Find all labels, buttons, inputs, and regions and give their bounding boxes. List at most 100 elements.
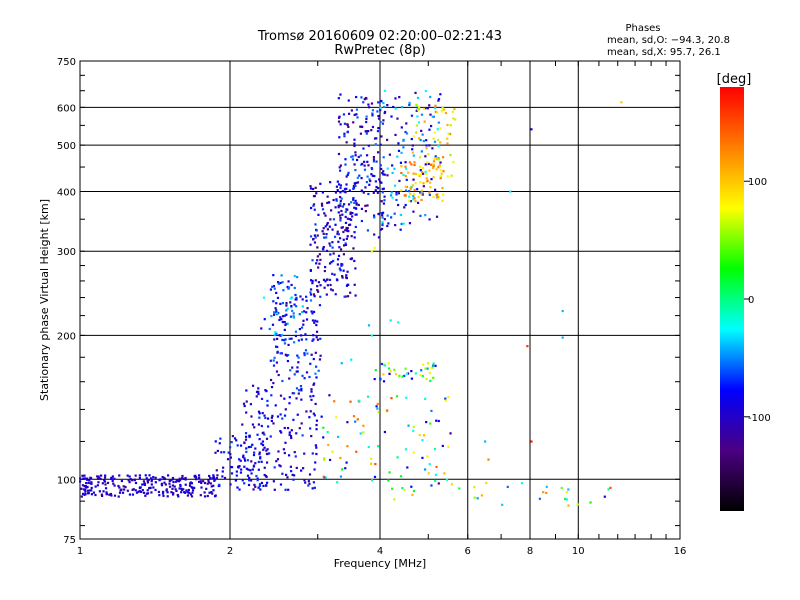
data-point: [180, 487, 183, 490]
data-point: [181, 474, 184, 478]
data-point: [343, 122, 347, 125]
data-point: [279, 465, 282, 468]
data-point: [436, 128, 439, 131]
data-point: [338, 237, 342, 240]
data-point: [154, 488, 157, 492]
data-point: [252, 488, 255, 491]
data-point: [338, 115, 341, 118]
data-point: [432, 176, 435, 179]
data-point: [121, 491, 125, 494]
data-point: [382, 373, 385, 376]
data-point: [445, 478, 449, 481]
data-point: [300, 338, 303, 341]
data-point: [397, 142, 400, 145]
data-point: [366, 175, 369, 178]
data-point: [426, 161, 429, 164]
data-point: [353, 163, 356, 166]
data-point: [339, 216, 342, 220]
data-point: [320, 415, 323, 418]
data-point: [275, 302, 278, 305]
data-point: [279, 430, 282, 433]
data-point: [311, 487, 314, 490]
data-point: [437, 121, 440, 124]
data-point: [403, 488, 406, 492]
data-point: [337, 254, 341, 257]
data-point: [282, 448, 285, 451]
data-point: [409, 192, 412, 196]
data-point: [447, 396, 450, 399]
data-point: [345, 208, 348, 211]
data-point: [258, 453, 261, 456]
data-point: [565, 498, 568, 501]
data-point: [278, 334, 281, 337]
data-point: [303, 479, 306, 482]
colorbar-tick-label: 100: [748, 177, 767, 188]
data-point: [428, 104, 431, 107]
data-point: [260, 424, 263, 428]
data-point: [179, 484, 182, 488]
data-point: [270, 385, 274, 389]
data-point: [410, 163, 413, 166]
data-point: [349, 400, 352, 403]
data-point: [272, 300, 275, 303]
data-point: [434, 155, 437, 158]
data-point: [293, 373, 296, 376]
data-point: [316, 255, 319, 258]
x-tick-label: 2: [227, 546, 233, 557]
data-point: [337, 183, 341, 186]
data-point: [313, 241, 317, 244]
data-point: [207, 479, 210, 482]
data-point: [337, 204, 340, 207]
data-point: [350, 109, 353, 112]
data-point: [276, 345, 279, 349]
data-point: [366, 160, 369, 163]
data-point: [157, 490, 161, 494]
data-point: [435, 419, 438, 422]
data-point: [331, 272, 334, 275]
data-point: [364, 204, 367, 207]
data-point: [422, 182, 425, 185]
data-point: [341, 276, 344, 279]
data-point: [281, 281, 284, 284]
data-point: [317, 281, 321, 284]
data-point: [404, 185, 407, 188]
data-point: [118, 486, 121, 489]
data-point: [272, 359, 275, 362]
data-point: [297, 392, 300, 395]
data-point: [103, 476, 107, 479]
data-point: [343, 132, 346, 135]
data-point: [310, 434, 313, 438]
data-point: [439, 127, 442, 130]
data-point: [302, 310, 306, 313]
data-point: [231, 435, 234, 438]
data-point: [213, 479, 216, 482]
data-point: [275, 332, 278, 335]
data-point: [296, 275, 299, 279]
data-point: [131, 479, 134, 482]
data-point: [353, 138, 356, 141]
data-point: [87, 481, 90, 485]
data-point: [351, 155, 354, 158]
data-point: [110, 494, 113, 497]
data-point: [425, 144, 428, 147]
data-point: [354, 199, 357, 202]
data-point: [263, 414, 266, 417]
data-point: [437, 158, 440, 161]
data-point: [219, 437, 222, 440]
data-point: [138, 474, 141, 477]
data-point: [312, 238, 315, 241]
data-point: [379, 164, 382, 167]
data-point: [372, 156, 376, 159]
data-point: [357, 155, 360, 159]
data-point: [168, 482, 171, 485]
data-point: [286, 307, 289, 310]
data-point: [332, 259, 335, 263]
data-point: [395, 198, 398, 202]
data-point: [293, 274, 296, 278]
data-point: [380, 100, 383, 103]
phase-heading: Phases: [625, 23, 660, 34]
data-point: [131, 488, 134, 491]
data-point: [283, 320, 286, 324]
data-point: [346, 445, 349, 448]
data-point: [277, 373, 280, 377]
